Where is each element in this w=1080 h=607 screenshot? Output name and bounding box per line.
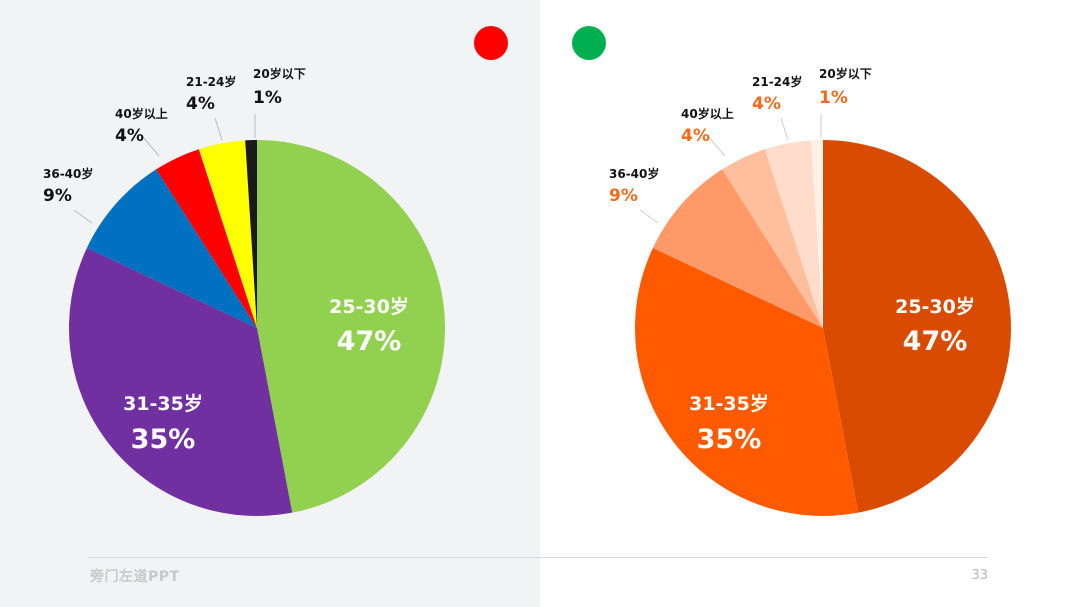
brand-logo-text: 旁门左道PPT (90, 569, 180, 585)
pie-slice-0-4 (198, 140, 257, 328)
slice-label-1-5: 20岁以下 (819, 66, 872, 81)
slice-label-0-2: 36-40岁 (43, 166, 93, 181)
pie-slice-0-0 (257, 140, 446, 513)
slice-label-0-5: 20岁以下 (253, 66, 306, 81)
pie-slice-1-2 (652, 169, 823, 328)
red-dot-marker (474, 26, 508, 60)
slice-percent-1-4: 4% (752, 94, 781, 114)
pie-slice-0-2 (86, 169, 257, 328)
leader-line-1-4 (780, 117, 789, 141)
slice-label-0-3: 40岁以上 (115, 106, 168, 121)
leader-line-0-4 (214, 117, 223, 141)
slice-percent-0-2: 9% (43, 186, 72, 206)
pie-slice-1-4 (764, 140, 823, 328)
slice-percent-0-4: 4% (186, 94, 215, 114)
leader-line-1-2 (639, 209, 659, 224)
leader-line-0-3 (141, 135, 160, 157)
slice-percent-1-2: 9% (609, 186, 638, 206)
slice-percent-1-0: 47% (903, 326, 968, 357)
pie-slice-0-1 (68, 247, 293, 517)
slice-label-0-0: 25-30岁 (329, 295, 409, 318)
slice-label-1-1: 31-35岁 (689, 392, 769, 415)
slice-percent-0-1: 35% (131, 424, 196, 455)
page-number: 33 (971, 568, 988, 583)
slice-percent-0-0: 47% (337, 326, 402, 357)
pie-slice-1-3 (722, 149, 823, 328)
pie-slice-1-0 (823, 140, 1012, 513)
slice-label-0-4: 21-24岁 (186, 74, 236, 89)
slice-percent-0-5: 1% (253, 88, 282, 108)
pie-slice-1-1 (634, 247, 859, 517)
footer-divider (88, 557, 988, 558)
green-dot-marker (572, 26, 606, 60)
slice-label-1-2: 36-40岁 (609, 166, 659, 181)
slice-label-1-0: 25-30岁 (895, 295, 975, 318)
pie-slice-0-3 (156, 149, 257, 328)
slice-label-1-3: 40岁以上 (681, 106, 734, 121)
pie-slice-0-5 (245, 140, 257, 328)
slice-label-0-1: 31-35岁 (123, 392, 203, 415)
pie-slice-1-5 (811, 140, 823, 328)
slice-label-1-4: 21-24岁 (752, 74, 802, 89)
leader-line-1-3 (707, 135, 726, 157)
slice-percent-1-5: 1% (819, 88, 848, 108)
slice-percent-0-3: 4% (115, 126, 144, 146)
slice-percent-1-3: 4% (681, 126, 710, 146)
slice-percent-1-1: 35% (697, 424, 762, 455)
leader-line-0-2 (73, 209, 93, 224)
